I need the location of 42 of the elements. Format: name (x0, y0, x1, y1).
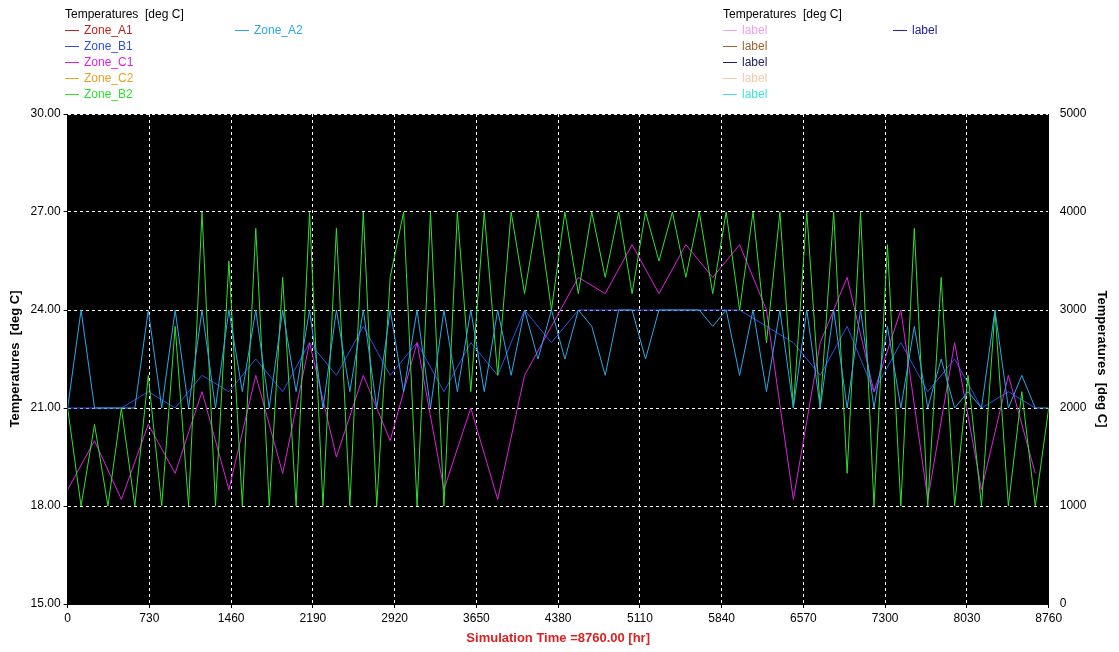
x-tick-label: 4380 (544, 610, 572, 625)
y-tick-label: 18.00 (30, 498, 61, 513)
x-tick-label: 0 (64, 610, 72, 625)
legend-label: Zone_A2 (254, 22, 303, 38)
x-tick-label: 3650 (463, 610, 491, 625)
x-axis-title: Simulation Time =8760.00 [hr] (466, 629, 650, 645)
x-tick-label: 8030 (953, 610, 981, 625)
y-tick-label: 24.00 (30, 302, 61, 317)
legend-label: Zone_A1 (84, 22, 133, 38)
x-tick-label: 2190 (299, 610, 327, 625)
y2-axis-title: Temperatures [deg C] (1094, 290, 1110, 428)
y-axis-title: Temperatures [deg C] (7, 290, 23, 428)
y2-tick-label: 1000 (1059, 498, 1087, 513)
legend-title: Temperatures [deg C] (65, 6, 185, 22)
x-tick-label: 730 (139, 610, 160, 625)
y2-tick-label: 2000 (1059, 400, 1087, 415)
x-tick-label: 6570 (790, 610, 818, 625)
x-tick-label: 8760 (1035, 610, 1063, 625)
x-tick-label: 5110 (627, 610, 654, 625)
y2-tick-label: 4000 (1059, 204, 1087, 219)
y-tick-label: 21.00 (30, 400, 61, 415)
y-tick-label: 27.00 (30, 204, 61, 219)
y-tick-label: 15.00 (30, 596, 61, 611)
legend-label: label (742, 54, 768, 70)
legend-label: Zone_C2 (84, 70, 134, 86)
x-tick-label: 7300 (871, 610, 899, 625)
legend-label: label (742, 86, 768, 102)
legend-label: Zone_B1 (84, 38, 133, 54)
legend-label: label (742, 38, 768, 54)
x-tick-label: 1460 (217, 610, 245, 625)
y2-tick-label: 5000 (1059, 106, 1087, 121)
y2-tick-label: 0 (1059, 596, 1067, 611)
y-tick-label: 30.00 (30, 106, 61, 121)
legend-label: label (742, 70, 768, 86)
legend-label: label (912, 22, 938, 38)
x-tick-label: 2920 (381, 610, 409, 625)
legend-label: Zone_B2 (84, 86, 133, 102)
x-tick-label: 5840 (708, 610, 736, 625)
text: Temperatures [deg C] (723, 7, 842, 21)
legend-label: label (742, 22, 768, 38)
y2-tick-label: 3000 (1059, 302, 1087, 317)
legend-label: Zone_C1 (84, 54, 134, 70)
